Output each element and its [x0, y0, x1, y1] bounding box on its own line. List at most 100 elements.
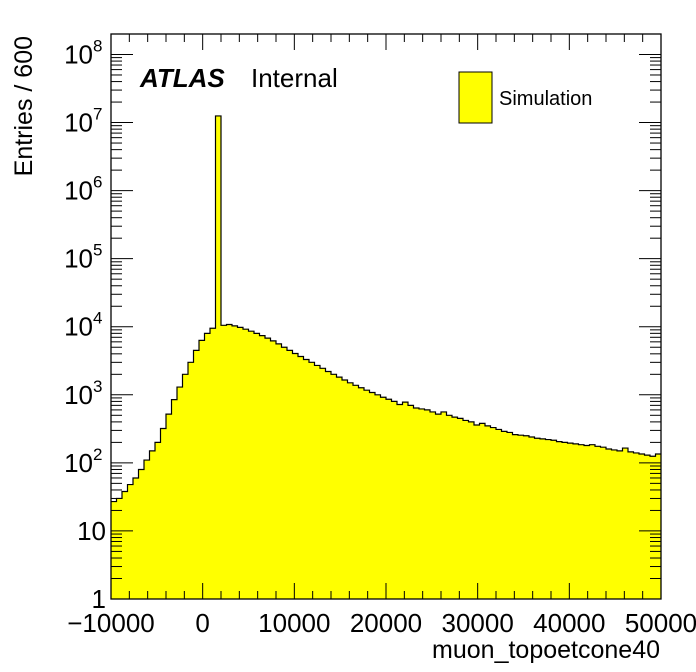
histogram-bar [331, 374, 337, 599]
histogram-bar [303, 359, 310, 599]
x-tick-label: −10000 [67, 608, 154, 638]
histogram-bar [364, 390, 370, 599]
histogram-bar [171, 399, 178, 599]
histogram-bar [507, 432, 513, 599]
histogram-outline [111, 115, 661, 503]
histogram-bar [204, 333, 211, 599]
histogram-bar [402, 402, 409, 599]
histogram-bar [386, 399, 392, 599]
histogram-bar [430, 411, 436, 599]
histogram-bar [446, 415, 453, 599]
histogram-bar [380, 397, 387, 599]
histogram-bar [320, 368, 326, 599]
y-tick-exponent: 7 [93, 105, 102, 124]
histogram-bar [144, 460, 150, 599]
y-tick-exponent: 3 [93, 377, 102, 396]
histogram-bar [562, 442, 568, 599]
histogram-bar [501, 431, 508, 599]
histogram-bar [270, 340, 277, 599]
histogram-bar [276, 343, 282, 599]
histogram-bar [265, 338, 271, 599]
y-tick-exponent: 5 [93, 241, 102, 260]
histogram-bar [314, 365, 321, 599]
histogram-bar [177, 387, 183, 599]
histogram-bar [435, 414, 442, 599]
histogram-bar [540, 438, 546, 599]
histogram-bar [221, 325, 227, 599]
histogram-bar [463, 420, 469, 599]
histogram-bar [633, 452, 640, 599]
histogram-bar [155, 442, 161, 599]
histogram-bar [149, 450, 156, 599]
histogram-bar [342, 380, 348, 599]
y-tick-label: 10 [64, 39, 93, 69]
histogram-bar [397, 404, 403, 599]
histogram-bar [628, 451, 634, 599]
y-tick-exponent: 4 [93, 309, 102, 328]
x-axis-title: muon_topoetcone40 [432, 636, 660, 664]
histogram-bar [485, 425, 491, 599]
histogram-bar [122, 491, 128, 599]
x-tick-label: 40000 [533, 608, 605, 638]
histogram-bar [369, 392, 376, 599]
histogram-bars [111, 115, 662, 599]
histogram-bar [358, 387, 365, 599]
histogram-bar [160, 428, 167, 599]
histogram-bar [182, 374, 189, 599]
histogram-bar [138, 469, 145, 599]
histogram-bar [309, 362, 315, 599]
y-tick-exponent: 8 [93, 36, 102, 55]
histogram-bar [617, 450, 623, 599]
histogram-bar [479, 423, 486, 599]
x-tick-label: 20000 [350, 608, 422, 638]
histogram-bar [457, 418, 464, 599]
histogram-bar [496, 429, 502, 599]
histogram-bar [127, 484, 134, 599]
histogram-bar [567, 443, 574, 599]
histogram-bar [215, 115, 222, 599]
histogram-bar [512, 434, 519, 599]
histogram-bar [188, 362, 194, 599]
x-tick-label: 30000 [442, 608, 514, 638]
histogram-bar [347, 382, 354, 599]
histogram-bar [210, 328, 216, 599]
histogram-bar [325, 371, 332, 599]
y-tick-label: 10 [64, 244, 93, 274]
histogram-bar [452, 417, 458, 599]
y-tick-label: 10 [64, 176, 93, 206]
x-tick-label: 50000 [625, 608, 696, 638]
histogram-bar [248, 331, 255, 599]
histogram-bar [259, 335, 266, 599]
histogram-bar [413, 408, 420, 599]
histogram-bar [611, 449, 618, 599]
histogram-bar [133, 477, 139, 599]
histogram-bar [529, 436, 535, 599]
x-tick-label: 10000 [258, 608, 330, 638]
histogram-bar [468, 421, 475, 599]
histogram-bar [490, 427, 497, 599]
histogram-bar [232, 325, 238, 599]
histogram-bar [589, 444, 596, 599]
histogram-bar [298, 356, 304, 599]
histogram-bar [556, 441, 563, 599]
legend-swatch-simulation [458, 71, 493, 124]
histogram-bar [441, 411, 447, 599]
histogram-bar [199, 340, 205, 599]
histogram-bar [391, 401, 398, 599]
histogram-bar [474, 425, 480, 599]
legend-label-simulation: Simulation [499, 88, 592, 110]
histogram-bar [336, 377, 343, 599]
y-tick-label: 10 [64, 312, 93, 342]
histogram-bar [573, 443, 579, 599]
histogram-bar [237, 327, 244, 599]
y-tick-label: 10 [64, 448, 93, 478]
histogram-bar [375, 394, 381, 599]
histogram-bar [650, 456, 656, 599]
histogram-bar [551, 440, 557, 599]
histogram-bar [545, 439, 552, 599]
histogram-bar [292, 353, 299, 599]
histogram-bar [584, 445, 590, 599]
histogram-bar [595, 446, 601, 599]
